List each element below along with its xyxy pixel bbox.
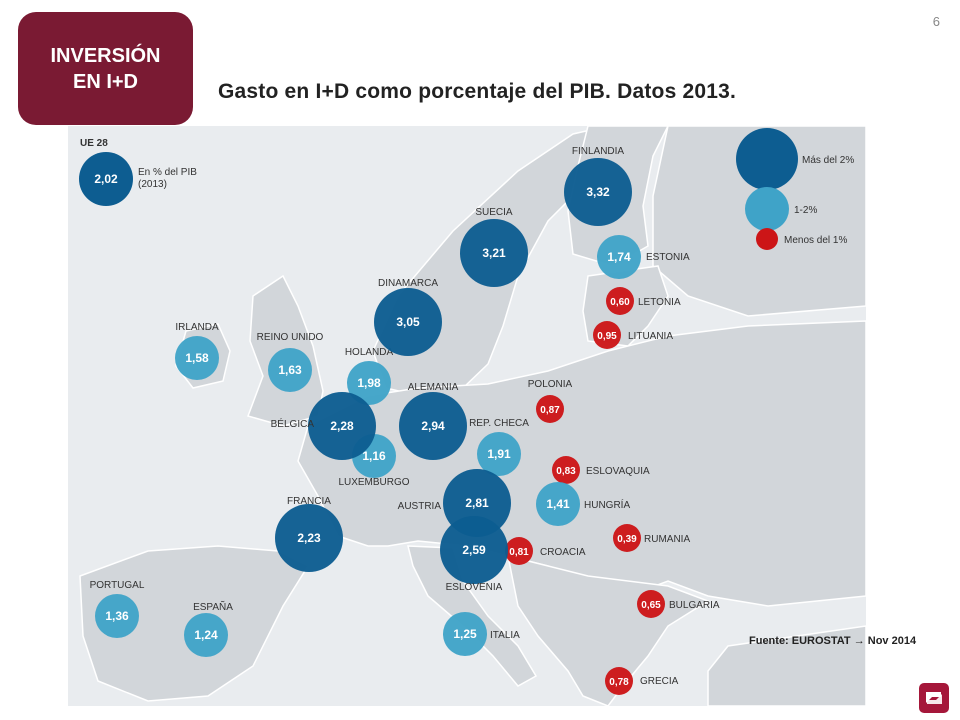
- value-label-italia: 1,25: [453, 627, 477, 641]
- legend-high-bubble: [736, 128, 798, 190]
- section-tab: INVERSIÓN EN I+D: [18, 12, 193, 125]
- bubble-bulgaria: [637, 590, 665, 618]
- page-number: 6: [932, 14, 940, 29]
- country-label-alemania: ALEMANIA: [408, 382, 459, 393]
- value-label-luxemburgo: 1,16: [362, 449, 386, 463]
- country-label-eslovenia: ESLOVENIA: [446, 582, 503, 593]
- bubble-eslovaquia: [552, 456, 580, 484]
- source-note: Fuente: EUROSTAT → Nov 2014: [749, 635, 917, 647]
- legend-high-label: Más del 2%: [802, 155, 854, 166]
- legend-eu-bubble: [79, 152, 133, 206]
- value-label-rumania: 0,39: [617, 534, 637, 545]
- value-label-eslovaquia: 0,83: [556, 466, 576, 477]
- value-label-holanda: 1,98: [357, 376, 381, 390]
- value-label-austria: 2,81: [465, 496, 489, 510]
- legend-eu-note-2: (2013): [138, 179, 167, 190]
- country-label-portugal: PORTUGAL: [90, 580, 145, 591]
- country-bubbles: 0,95 LITUANIA 0,87 POLONIA 0,83 ESLOVAQUIA 0,8…: [79, 128, 854, 695]
- bubble-rep-checa: [477, 432, 521, 476]
- bubble-irlanda: [175, 336, 219, 380]
- bubble-holanda: [347, 361, 391, 405]
- company-logo: [919, 683, 949, 713]
- value-label-croacia: 0,81: [509, 547, 529, 558]
- bubble-dinamarca: [374, 288, 442, 356]
- slide-title: Gasto en I+D como porcentaje del PIB. Da…: [218, 80, 737, 103]
- legend-low-bubble: [756, 228, 778, 250]
- bubble-alemania: [399, 392, 467, 460]
- country-label-luxemburgo: LUXEMBURGO: [338, 477, 409, 488]
- bubble-hungria: [536, 482, 580, 526]
- country-label-eslovaquia: ESLOVAQUIA: [586, 466, 650, 477]
- country-label-belgica: BÉLGICA: [271, 417, 315, 430]
- bubble-letonia: [606, 287, 634, 315]
- value-label-suecia: 3,21: [482, 246, 506, 260]
- bubble-francia: [275, 504, 343, 572]
- value-label-rep-checa: 1,91: [487, 447, 511, 461]
- section-tab-line-2: EN I+D: [72, 70, 139, 93]
- value-label-irlanda: 1,58: [185, 351, 209, 365]
- europe-map: 0,95 LITUANIA 0,87 POLONIA 0,83 ESLOVAQUIA 0,8…: [68, 125, 867, 707]
- bubble-belgica: [308, 392, 376, 460]
- value-label-hungria: 1,41: [546, 497, 570, 511]
- legend-mid-bubble: [745, 187, 789, 231]
- value-label-estonia: 1,74: [607, 250, 631, 264]
- bubble-espana: [184, 613, 228, 657]
- bubble-rumania: [613, 524, 641, 552]
- country-label-polonia: POLONIA: [528, 379, 573, 390]
- legend-eu-note-1: En % del PIB: [138, 167, 197, 178]
- value-label-lituania: 0,95: [597, 331, 617, 342]
- value-label-alemania: 2,94: [421, 419, 445, 433]
- bubble-reino-unido: [268, 348, 312, 392]
- value-label-francia: 2,23: [297, 531, 321, 545]
- country-label-francia: FRANCIA: [287, 496, 331, 507]
- legend-eu-value: 2,02: [94, 172, 118, 186]
- country-label-rep-checa: REP. CHECA: [469, 418, 529, 429]
- legend-eu-name: UE 28: [80, 138, 108, 149]
- bubble-polonia: [536, 395, 564, 423]
- bubble-lituania: [593, 321, 621, 349]
- country-label-croacia: CROACIA: [540, 547, 586, 558]
- country-label-bulgaria: BULGARIA: [669, 600, 720, 611]
- country-label-italia: ITALIA: [490, 630, 520, 641]
- country-label-rumania: RUMANIA: [644, 534, 690, 545]
- bubble-eslovenia: [440, 516, 508, 584]
- value-label-belgica: 2,28: [330, 419, 354, 433]
- bubble-portugal: [95, 594, 139, 638]
- value-label-polonia: 0,87: [540, 405, 560, 416]
- country-label-espana: ESPAÑA: [193, 600, 233, 613]
- bubble-estonia: [597, 235, 641, 279]
- europe-map-svg: 0,95 LITUANIA 0,87 POLONIA 0,83 ESLOVAQUIA 0,8…: [68, 125, 867, 707]
- value-label-letonia: 0,60: [610, 297, 630, 308]
- value-label-grecia: 0,78: [609, 677, 629, 688]
- value-label-espana: 1,24: [194, 628, 218, 642]
- bubble-finlandia: [564, 158, 632, 226]
- value-label-reino-unido: 1,63: [278, 363, 302, 377]
- value-label-eslovenia: 2,59: [462, 543, 486, 557]
- value-label-portugal: 1,36: [105, 609, 129, 623]
- country-label-irlanda: IRLANDA: [175, 322, 219, 333]
- country-label-letonia: LETONIA: [638, 297, 681, 308]
- legend-low-label: Menos del 1%: [784, 235, 847, 246]
- country-label-reino-unido: REINO UNIDO: [257, 332, 324, 343]
- country-label-suecia: SUECIA: [475, 207, 513, 218]
- country-label-holanda: HOLANDA: [345, 347, 394, 358]
- country-label-estonia: ESTONIA: [646, 252, 690, 263]
- country-label-hungria: HUNGRÍA: [584, 498, 630, 511]
- country-label-lituania: LITUANIA: [628, 331, 673, 342]
- bubble-suecia: [460, 219, 528, 287]
- value-label-bulgaria: 0,65: [641, 600, 661, 611]
- country-label-dinamarca: DINAMARCA: [378, 278, 438, 289]
- country-label-grecia: GRECIA: [640, 676, 679, 687]
- bubble-grecia: [605, 667, 633, 695]
- country-label-austria: AUSTRIA: [398, 501, 442, 512]
- land-continent: [297, 320, 867, 607]
- bubble-italia: [443, 612, 487, 656]
- value-label-dinamarca: 3,05: [396, 315, 420, 329]
- bubble-croacia: [505, 537, 533, 565]
- value-label-finlandia: 3,32: [586, 185, 610, 199]
- logo-mark: [919, 683, 949, 713]
- section-tab-line-1: INVERSIÓN: [50, 44, 161, 67]
- legend-mid-label: 1-2%: [794, 205, 817, 216]
- country-label-finlandia: FINLANDIA: [572, 146, 625, 157]
